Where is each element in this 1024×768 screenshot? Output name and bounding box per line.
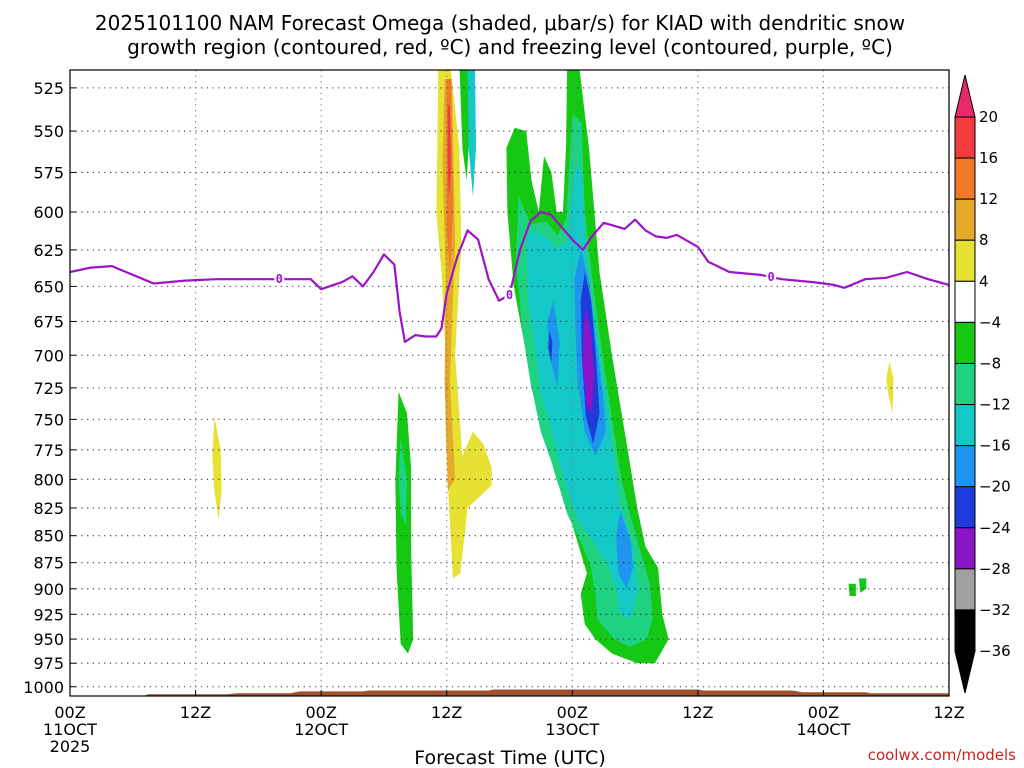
freezing-label-bg-0 [274,272,285,286]
y-tick-label-18: 975 [33,654,64,673]
colorbar-label-5: −4 [979,313,1001,331]
y-tick-label-9: 750 [33,410,64,429]
colorbar-swatch-8 [954,404,976,447]
omega-region-7 [398,437,407,525]
colorbar-swatch-9 [954,445,976,488]
colorbar-label-11: −28 [979,560,1011,578]
omega-region-1 [212,416,222,520]
colorbar-label-13: −36 [979,642,1011,660]
x-tick-label-6-0: 00Z [808,703,839,722]
colorbar-swatch-4 [954,239,976,282]
colorbar-swatch-7 [954,362,976,406]
omega-shading [212,70,894,664]
x-tick-label-5-0: 12Z [682,703,713,722]
x-tick-label-7-0: 12Z [933,703,964,722]
y-tick-label-16: 925 [33,605,64,624]
omega-region-19 [848,583,856,596]
freezing-level-contour: 0 0 0 [70,210,949,343]
y-tick-label-7: 700 [33,346,64,365]
y-tick-label-4: 625 [33,241,64,260]
credit-text: coolwx.com/models [868,746,1016,764]
plot-frame [69,69,950,697]
x-tick-label-6-1: 14OCT [796,720,850,739]
chart-title-line-2: growth region (contoured, red, ºC) and f… [127,35,893,59]
y-tick-label-10: 775 [33,441,64,460]
omega-region-5 [447,105,451,197]
colorbar-top-arrow [954,74,976,118]
y-tick-label-11: 800 [33,470,64,489]
y-axis: 525 550 575 600 625 650 675 700 725 750 775 800 825 8… [23,79,76,697]
y-tick-label-15: 900 [33,580,64,599]
colorbar-label-10: −24 [979,519,1011,537]
y-tick-label-1: 550 [33,122,64,141]
omega-region-16 [548,331,553,362]
colorbar-label-7: −12 [979,396,1011,414]
chart-title-line-1: 2025101100 NAM Forecast Omega (shaded, μ… [95,11,905,35]
colorbar-swatch-5 [954,280,976,323]
x-tick-label-4-0: 00Z [557,703,588,722]
colorbar-swatch-11 [954,527,976,570]
freezing-label-bg-1 [504,287,515,301]
colorbar-swatch-13 [954,609,976,652]
freezing-label-1: 0 [506,288,513,302]
x-tick-label-1-0: 12Z [180,703,211,722]
colorbar-label-12: −32 [979,601,1011,619]
y-tick-label-13: 850 [33,527,64,546]
colorbar-label-2: 12 [979,190,998,208]
terrain-area [70,689,949,696]
x-tick-label-0-0: 00Z [54,703,85,722]
y-tick-label-6: 675 [33,312,64,331]
x-axis-label: Forecast Time (UTC) [414,747,605,768]
x-tick-label-2-0: 00Z [305,703,336,722]
colorbar-swatch-6 [954,321,976,364]
colorbar: 20 16 12 8 4 −4 −8 −12 −16 −20 −24 −28 −32 −36 [954,74,1011,694]
colorbar-label-8: −16 [979,437,1011,455]
colorbar-label-6: −8 [979,354,1001,372]
y-tick-label-5: 650 [33,277,64,296]
colorbar-swatch-10 [954,486,976,529]
x-tick-label-4-1: 13OCT [545,720,599,739]
omega-region-13 [547,300,560,388]
y-tick-label-19: 1000 [23,678,64,697]
y-tick-label-17: 950 [33,630,64,649]
omega-region-20 [467,70,476,197]
terrain-fill [70,689,949,696]
omega-region-2 [886,361,894,414]
colorbar-label-1: 16 [979,149,998,167]
omega-region-17 [582,307,595,414]
colorbar-swatch-2 [954,157,976,200]
freezing-label-2: 0 [767,270,774,284]
omega-region-6 [395,391,414,654]
y-tick-label-2: 575 [33,163,64,182]
colorbar-label-9: −20 [979,478,1011,496]
freezing-label-0: 0 [276,272,283,286]
y-tick-label-0: 525 [33,79,64,98]
omega-region-18 [859,578,867,593]
y-tick-label-3: 600 [33,203,64,222]
omega-region-14 [616,511,633,589]
y-tick-label-14: 875 [33,554,64,573]
y-tick-label-8: 725 [33,379,64,398]
grid-lines [69,70,950,696]
colorbar-bottom-arrow [954,650,976,694]
x-tick-label-2-1: 12OCT [294,720,348,739]
y-tick-label-12: 825 [33,499,64,518]
colorbar-label-3: 8 [979,231,989,249]
colorbar-label-0: 20 [979,108,998,126]
colorbar-label-4: 4 [979,272,989,290]
x-tick-label-0-2: 2025 [50,737,91,756]
colorbar-swatch-12 [954,568,976,611]
x-tick-label-3-0: 12Z [431,703,462,722]
colorbar-swatch-3 [954,198,976,241]
freezing-label-bg-2 [766,270,777,284]
colorbar-swatch-1 [954,116,976,159]
x-tick-label-0-1: 11OCT [43,720,97,739]
